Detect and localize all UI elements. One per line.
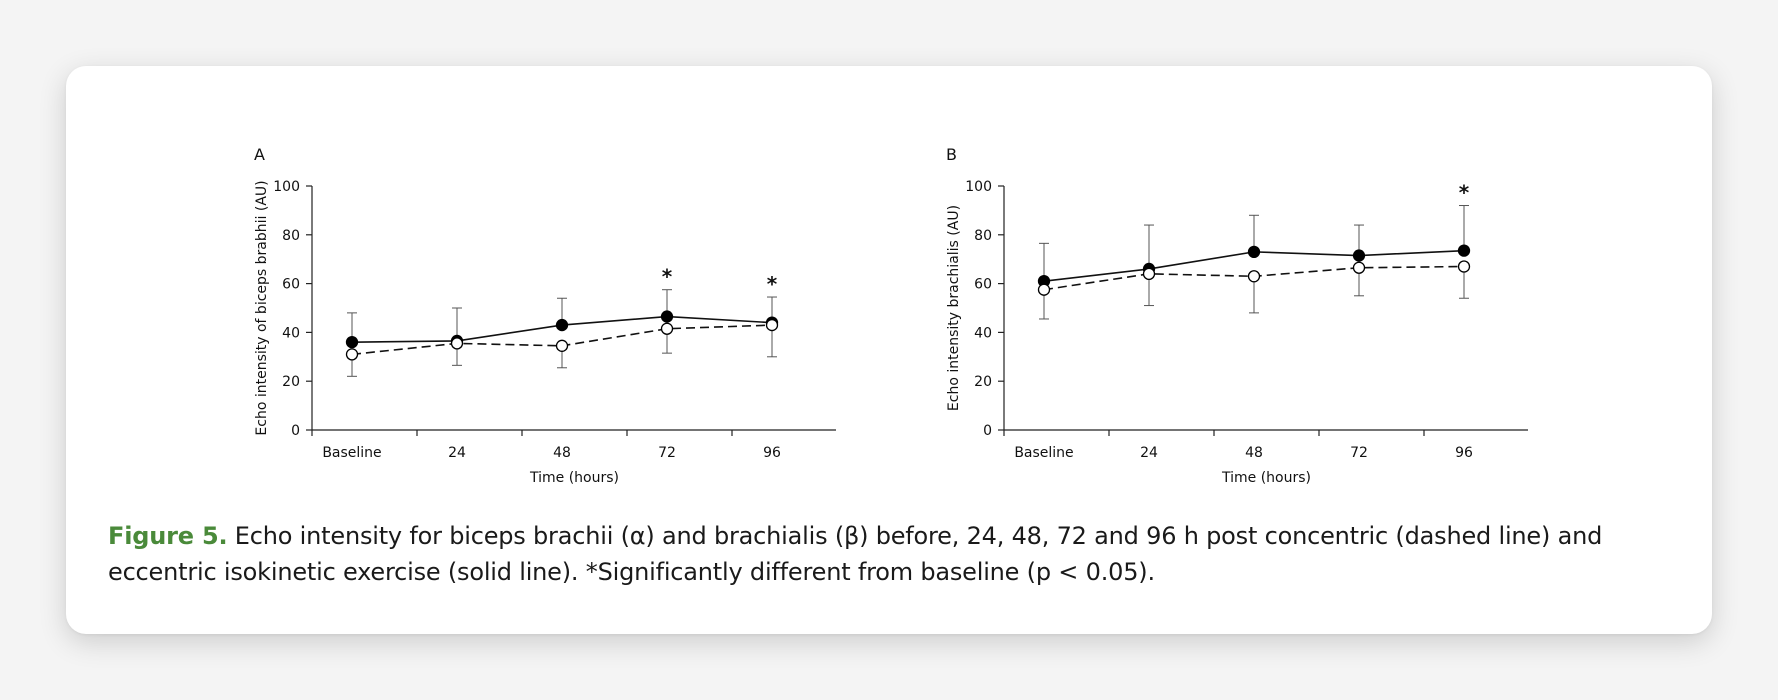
x-tick-label: 24 — [1140, 445, 1158, 461]
chart-b: B 0 20 40 60 80 100 Baseline 24 48 72 96 Time (hours… — [946, 145, 1528, 486]
y-tick-label: 80 — [282, 228, 300, 244]
data-point-eccentric — [1247, 245, 1261, 259]
y-tick-label: 0 — [983, 423, 992, 439]
data-point-concentric — [1037, 283, 1051, 296]
data-point-concentric — [1247, 270, 1261, 283]
data-point-concentric — [345, 348, 359, 361]
y-tick-label: 40 — [282, 325, 300, 341]
data-point-eccentric — [660, 310, 674, 323]
y-tick-label: 60 — [974, 277, 992, 293]
figure-caption: Figure 5. Echo intensity for biceps brac… — [108, 518, 1668, 590]
x-tick-label: Baseline — [322, 445, 381, 461]
x-tick-label: 24 — [448, 445, 466, 461]
data-point-concentric — [1352, 261, 1366, 274]
series-eccentric — [347, 289, 777, 343]
data-point-eccentric — [345, 336, 359, 349]
data-point-eccentric — [1352, 249, 1366, 262]
data-point-eccentric — [555, 318, 569, 332]
x-tick-label: Baseline — [1014, 445, 1073, 461]
y-tick-label: 40 — [974, 325, 992, 341]
y-axis-label: Echo intensity of biceps brabhii (AU) — [254, 180, 270, 435]
y-tick-label: 0 — [291, 423, 300, 439]
chart-a: A 0 20 40 60 80 100 Baseline 24 48 72 96 Time (hours… — [254, 145, 836, 486]
figure-card: A 0 20 40 60 80 100 Baseline 24 48 72 96 Time (hours… — [66, 66, 1712, 634]
caption-label: Figure 5. — [108, 522, 228, 550]
x-axis-label: Time (hours) — [1221, 470, 1311, 486]
x-tick-label: 96 — [1455, 445, 1473, 461]
x-axis-label: Time (hours) — [529, 470, 619, 486]
y-tick-label: 20 — [974, 374, 992, 390]
significance-marker: * — [1459, 181, 1470, 205]
data-point-concentric — [765, 318, 779, 332]
data-point-concentric — [555, 339, 569, 352]
x-tick-label: 96 — [763, 445, 781, 461]
charts-area: A 0 20 40 60 80 100 Baseline 24 48 72 96 Time (hours… — [66, 66, 1712, 506]
significance-marker: * — [767, 272, 778, 296]
y-axis-label: Echo intensity brachialis (AU) — [946, 205, 962, 411]
data-point-concentric — [1142, 267, 1156, 280]
x-tick-label: 48 — [1245, 445, 1263, 461]
x-tick-label: 48 — [553, 445, 571, 461]
y-tick-label: 20 — [282, 374, 300, 390]
series-eccentric — [1039, 205, 1469, 282]
significance-marker: * — [662, 265, 673, 289]
caption-text: Echo intensity for biceps brachii (α) an… — [108, 522, 1603, 586]
data-point-concentric — [450, 337, 464, 350]
data-point-concentric — [660, 322, 674, 335]
y-tick-label: 100 — [273, 179, 300, 195]
y-tick-label: 80 — [974, 228, 992, 244]
y-tick-label: 100 — [965, 179, 992, 195]
y-tick-label: 60 — [282, 277, 300, 293]
x-tick-label: 72 — [658, 445, 676, 461]
data-point-concentric — [1457, 260, 1471, 273]
x-tick-label: 72 — [1350, 445, 1368, 461]
panel-label: B — [946, 145, 957, 164]
panel-label: A — [254, 145, 265, 164]
data-point-eccentric — [1457, 244, 1471, 257]
